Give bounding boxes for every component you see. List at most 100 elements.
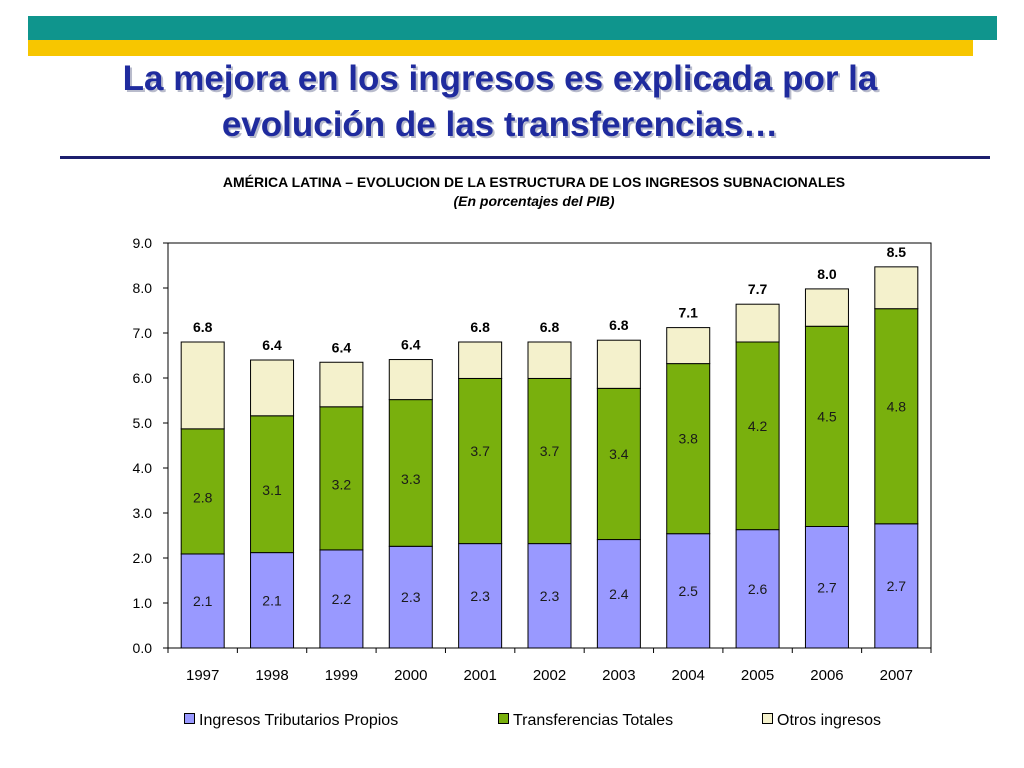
title-divider	[60, 156, 990, 159]
bar-segment-transferencias	[735, 341, 780, 531]
total-label: 8.0	[817, 266, 837, 282]
slide-title-line-1: La mejora en los ingresos es explicada p…	[122, 59, 878, 98]
bar-segment-tributarios	[388, 545, 433, 649]
x-tick-label: 2001	[463, 667, 496, 684]
data-label-transferencias: 2.8	[193, 489, 213, 505]
chart-title: AMÉRICA LATINA – EVOLUCION DE LA ESTRUCT…	[222, 174, 846, 190]
total-label: 6.4	[332, 339, 352, 355]
data-label-transferencias: 3.4	[609, 446, 629, 462]
bar-segment-tributarios	[458, 543, 503, 649]
chart-legend: Ingresos Tributarios Propios Transferenc…	[168, 712, 932, 732]
total-label: 6.4	[262, 337, 282, 353]
data-label-tributarios: 2.3	[540, 588, 560, 604]
bar-segment-otros	[735, 303, 780, 343]
legend-swatch-tributarios	[184, 713, 195, 724]
x-tick-label: 2002	[533, 667, 566, 684]
legend-item-tributarios: Ingresos Tributarios Propios	[184, 712, 398, 730]
x-tick-label: 1998	[255, 667, 288, 684]
total-label: 7.7	[748, 281, 768, 297]
y-tick-label: 3.0	[133, 505, 153, 521]
data-label-tributarios: 2.3	[401, 589, 421, 605]
legend-item-transferencias: Transferencias Totales	[498, 712, 673, 730]
data-label-transferencias: 3.2	[332, 476, 352, 492]
total-label: 6.8	[540, 319, 560, 335]
data-label-transferencias: 4.8	[887, 398, 907, 414]
bar-segment-otros	[388, 359, 433, 401]
bar-segment-tributarios	[874, 523, 919, 649]
data-label-transferencias: 4.5	[817, 408, 837, 424]
bar-segment-tributarios	[527, 543, 572, 649]
data-label-tributarios: 2.6	[748, 581, 768, 597]
bar-segment-tributarios	[180, 553, 225, 649]
bar-segment-transferencias	[319, 406, 364, 551]
bar-segment-otros	[180, 341, 225, 430]
legend-label-otros: Otros ingresos	[777, 712, 882, 729]
y-tick-label: 2.0	[133, 550, 153, 566]
data-label-tributarios: 2.1	[193, 593, 213, 609]
bar-segment-transferencias	[388, 399, 433, 547]
bar-segment-otros	[319, 361, 364, 408]
total-label: 6.8	[470, 319, 490, 335]
bar-segment-otros	[250, 359, 295, 417]
x-tick-label: 2007	[880, 667, 913, 684]
x-tick-label: 2004	[672, 667, 705, 684]
bar-segment-tributarios	[666, 533, 711, 649]
bar-segment-otros	[458, 341, 503, 379]
legend-label-tributarios: Ingresos Tributarios Propios	[199, 712, 399, 729]
data-label-transferencias: 3.7	[470, 443, 490, 459]
bar-segment-tributarios	[804, 526, 849, 649]
chart-subtitle: (En porcentajes del PIB)	[453, 193, 615, 209]
data-label-tributarios: 2.7	[817, 579, 837, 595]
data-label-transferencias: 4.2	[748, 418, 768, 434]
header-band-teal	[28, 16, 997, 40]
y-tick-label: 8.0	[133, 280, 153, 296]
y-tick-label: 5.0	[133, 415, 153, 431]
legend-swatch-transferencias	[498, 713, 509, 724]
legend-swatch-otros	[762, 713, 773, 724]
bar-segment-otros	[527, 341, 572, 379]
header-band-yellow	[28, 40, 973, 56]
x-tick-label: 2000	[394, 667, 427, 684]
data-label-transferencias: 3.7	[540, 443, 560, 459]
data-label-tributarios: 2.4	[609, 586, 629, 602]
legend-item-otros: Otros ingresos	[762, 712, 881, 730]
bar-segment-tributarios	[596, 539, 641, 649]
x-tick-label: 2005	[741, 667, 774, 684]
bar-segment-transferencias	[874, 308, 919, 525]
bar-segment-tributarios	[319, 549, 364, 649]
y-tick-label: 0.0	[133, 640, 153, 656]
bar-segment-otros	[804, 288, 849, 327]
bar-segment-otros	[666, 327, 711, 365]
total-label: 7.1	[678, 305, 698, 321]
bar-segment-otros	[874, 266, 919, 310]
data-label-tributarios: 2.1	[262, 592, 282, 608]
total-label: 8.5	[887, 244, 907, 260]
y-tick-label: 7.0	[133, 325, 153, 341]
data-label-transferencias: 3.8	[678, 431, 698, 447]
data-label-transferencias: 3.3	[401, 471, 421, 487]
data-label-tributarios: 2.7	[887, 578, 907, 594]
bar-segment-transferencias	[250, 415, 295, 554]
bar-segment-transferencias	[804, 325, 849, 527]
x-tick-label: 2003	[602, 667, 635, 684]
y-tick-label: 6.0	[133, 370, 153, 386]
total-label: 6.8	[193, 319, 213, 335]
x-tick-label: 2006	[810, 667, 843, 684]
slide-title: La mejora en los ingresos es explicada p…	[0, 56, 1000, 148]
bar-segment-otros	[596, 339, 641, 389]
bar-segment-transferencias	[596, 387, 641, 541]
total-label: 6.8	[609, 317, 629, 333]
bar-segment-transferencias	[666, 363, 711, 535]
bar-segment-transferencias	[458, 377, 503, 545]
y-tick-label: 1.0	[133, 595, 153, 611]
x-tick-label: 1999	[325, 667, 358, 684]
slide-title-line-2: evolución de las transferencias…	[221, 105, 779, 144]
total-label: 6.4	[401, 337, 421, 353]
y-tick-label: 9.0	[133, 235, 153, 251]
y-tick-label: 4.0	[133, 460, 153, 476]
bar-segment-tributarios	[250, 552, 295, 649]
x-tick-label: 1997	[186, 667, 219, 684]
data-label-tributarios: 2.3	[470, 588, 490, 604]
legend-label-transferencias: Transferencias Totales	[513, 712, 674, 729]
